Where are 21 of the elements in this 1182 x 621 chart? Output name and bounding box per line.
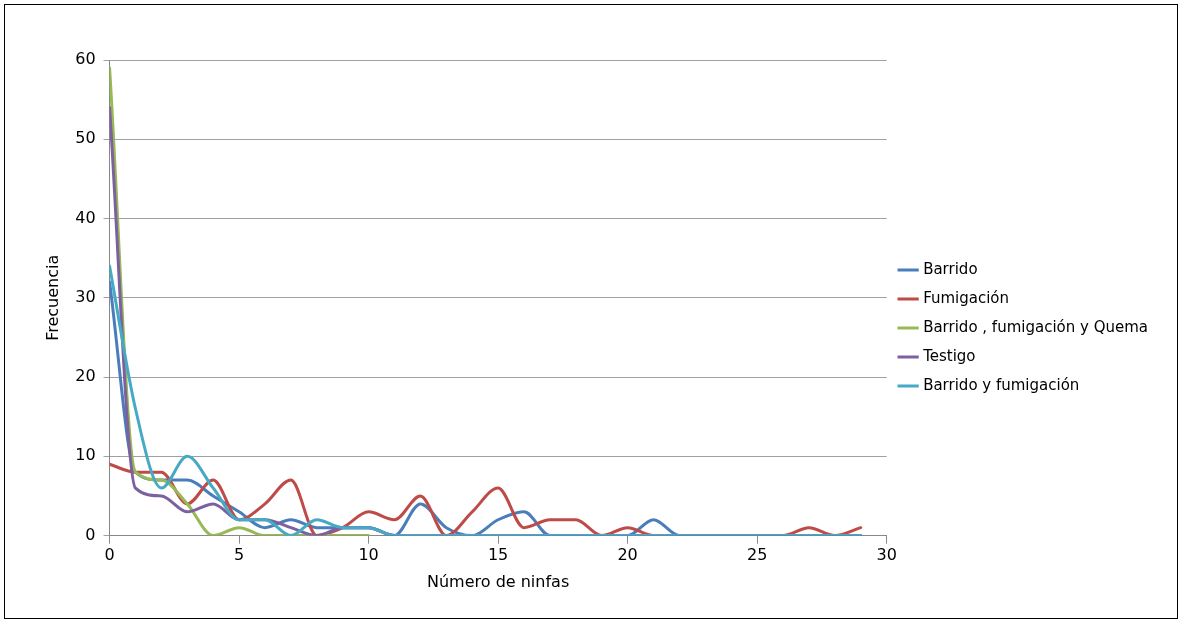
x-tick-label: 10 <box>358 545 379 565</box>
legend-label: Barrido y fumigación <box>923 375 1080 394</box>
y-tick-label: 10 <box>75 445 96 465</box>
legend-label: Barrido <box>923 259 978 278</box>
legend-label: Barrido , fumigación y Quema <box>923 317 1149 336</box>
x-tick-label: 0 <box>104 545 115 565</box>
y-tick-label: 20 <box>75 366 96 386</box>
x-axis-title: Número de ninfas <box>426 571 570 591</box>
x-tick-label: 20 <box>617 545 638 565</box>
x-tick-label: 25 <box>746 545 768 565</box>
y-axis-title: Frecuencia <box>42 254 62 341</box>
x-tick-label: 15 <box>487 545 509 565</box>
y-tick-label: 60 <box>75 49 96 69</box>
y-tick-label: 40 <box>75 207 96 227</box>
y-tick-label: 30 <box>75 286 96 306</box>
legend-label: Testigo <box>922 346 976 365</box>
y-tick-label: 0 <box>85 524 96 544</box>
x-tick-label: 30 <box>876 545 897 565</box>
x-tick-label: 5 <box>233 545 245 565</box>
y-tick-label: 50 <box>75 128 96 148</box>
legend-label: Fumigación <box>923 288 1010 307</box>
